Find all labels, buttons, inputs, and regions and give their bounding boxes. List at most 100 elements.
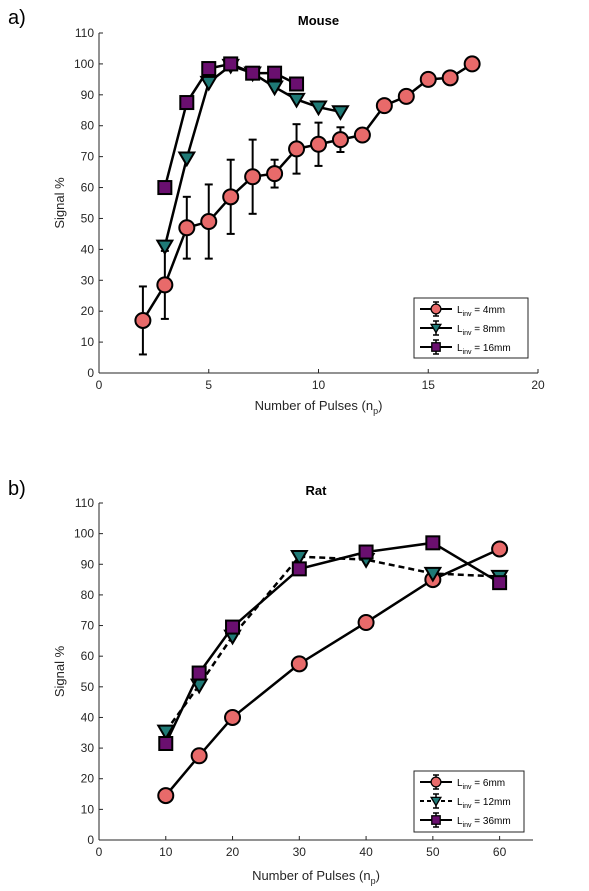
y-tick-label: 60 bbox=[81, 181, 95, 195]
legend-marker bbox=[431, 815, 441, 825]
x-tick-label: 50 bbox=[426, 845, 440, 859]
y-tick-label: 50 bbox=[81, 680, 95, 694]
data-point bbox=[291, 561, 307, 577]
legend-label: Linv = 12mm bbox=[457, 797, 511, 810]
legend-label-main: L bbox=[457, 778, 463, 789]
y-tick-label: 70 bbox=[81, 150, 95, 164]
data-point bbox=[200, 213, 218, 231]
data-point bbox=[157, 787, 175, 805]
y-tick-label: 50 bbox=[81, 211, 95, 225]
chart-title: Rat bbox=[306, 483, 328, 498]
data-point bbox=[190, 747, 208, 765]
legend-label-rest: = 36mm bbox=[472, 816, 511, 827]
x-axis-label: Number of Pulses (np) bbox=[252, 868, 380, 886]
data-point bbox=[287, 92, 306, 109]
data-point bbox=[353, 126, 371, 144]
y-tick-label: 30 bbox=[81, 273, 95, 287]
x-tick-label: 5 bbox=[205, 378, 212, 392]
data-point bbox=[358, 544, 374, 560]
series-2 bbox=[156, 549, 509, 741]
y-tick-label: 0 bbox=[87, 366, 94, 380]
data-point bbox=[201, 61, 217, 77]
data-point bbox=[177, 151, 197, 168]
legend-label: Linv = 16mm bbox=[457, 343, 511, 356]
data-point bbox=[310, 135, 327, 153]
data-point bbox=[491, 540, 509, 558]
legend-marker bbox=[430, 303, 442, 315]
data-point bbox=[244, 168, 262, 186]
legend-label: Linv = 36mm bbox=[457, 816, 511, 829]
legend-marker bbox=[429, 796, 443, 807]
legend-label: Linv = 6mm bbox=[457, 778, 505, 791]
y-tick-label: 20 bbox=[81, 304, 95, 318]
y-tick-label: 20 bbox=[81, 772, 95, 786]
data-point bbox=[331, 105, 350, 121]
y-tick-label: 90 bbox=[81, 557, 95, 571]
x-tick-label: 0 bbox=[96, 378, 103, 392]
y-tick-label: 10 bbox=[81, 335, 95, 349]
data-point bbox=[265, 80, 284, 97]
series-line bbox=[164, 547, 501, 797]
data-point bbox=[199, 75, 218, 92]
legend-label-sub: inv bbox=[463, 311, 472, 318]
legend-marker bbox=[429, 323, 443, 334]
legend-marker bbox=[431, 342, 441, 352]
chart-title: Mouse bbox=[298, 13, 339, 28]
y-axis-label: Signal % bbox=[52, 645, 67, 697]
x-tick-label: 10 bbox=[312, 378, 326, 392]
series-1 bbox=[157, 540, 509, 805]
series-1 bbox=[134, 55, 481, 356]
y-tick-label: 100 bbox=[74, 527, 94, 541]
x-axis-label-main: Number of Pulses (n bbox=[255, 398, 374, 413]
legend-label-main: L bbox=[457, 305, 463, 316]
legend-label-sub: inv bbox=[463, 822, 472, 829]
y-tick-label: 110 bbox=[75, 26, 94, 40]
data-point bbox=[492, 575, 508, 591]
data-point bbox=[225, 619, 241, 635]
x-axis-label-end: ) bbox=[378, 398, 382, 413]
x-tick-label: 60 bbox=[493, 845, 507, 859]
legend-label-rest: = 6mm bbox=[472, 778, 506, 789]
x-tick-label: 15 bbox=[422, 378, 436, 392]
legend-label: Linv = 4mm bbox=[457, 305, 505, 318]
legend-label-rest: = 4mm bbox=[472, 305, 506, 316]
y-tick-label: 40 bbox=[81, 710, 95, 724]
x-tick-label: 0 bbox=[96, 845, 103, 859]
x-axis-label-sub: p bbox=[373, 406, 378, 416]
legend-label-sub: inv bbox=[463, 330, 472, 337]
legend-label-main: L bbox=[457, 816, 463, 827]
legend-label-main: L bbox=[457, 324, 463, 335]
data-point bbox=[463, 55, 481, 73]
panel-label: a) bbox=[8, 7, 26, 29]
data-point bbox=[397, 87, 415, 105]
data-point bbox=[289, 76, 305, 92]
legend-label-main: L bbox=[457, 343, 463, 354]
y-tick-label: 60 bbox=[81, 649, 95, 663]
chart-panel-b: b) Rat 0 10 20 30 40 50 60 70 80 90 100 110 0 10 20 30 40 5… bbox=[8, 478, 533, 886]
legend-label-sub: inv bbox=[463, 803, 472, 810]
legend-label-main: L bbox=[457, 797, 463, 808]
x-axis-label-main: Number of Pulses (n bbox=[252, 868, 371, 883]
data-point bbox=[222, 188, 240, 206]
legend-label-rest: = 16mm bbox=[472, 343, 511, 354]
x-tick-label: 40 bbox=[359, 845, 373, 859]
legend-label-rest: = 12mm bbox=[472, 797, 511, 808]
data-point bbox=[156, 724, 176, 741]
data-point bbox=[157, 180, 173, 196]
legend-label-sub: inv bbox=[463, 349, 472, 356]
data-point bbox=[441, 69, 459, 87]
x-axis-label-sub: p bbox=[371, 876, 376, 886]
data-point bbox=[331, 131, 349, 149]
series-line bbox=[141, 62, 473, 322]
y-tick-label: 30 bbox=[81, 741, 95, 755]
data-point bbox=[223, 56, 239, 72]
data-point bbox=[178, 219, 196, 237]
x-axis-label: Number of Pulses (np) bbox=[255, 398, 383, 416]
y-axis-label: Signal % bbox=[52, 177, 67, 229]
data-point bbox=[245, 65, 261, 81]
x-axis-label-end: ) bbox=[376, 868, 380, 883]
y-tick-label: 100 bbox=[74, 57, 94, 71]
